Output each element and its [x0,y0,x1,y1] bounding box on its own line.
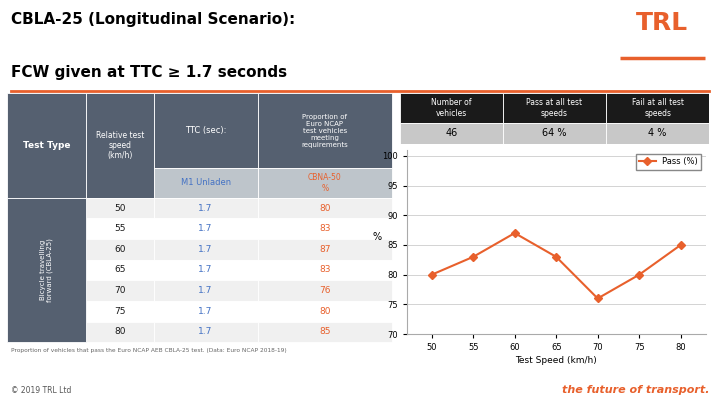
Bar [153,218,258,239]
Text: 64 %: 64 % [542,128,567,138]
Bar [258,239,392,260]
Bar [86,260,153,280]
Bar [258,322,392,342]
Text: 46: 46 [445,128,457,138]
Bar [7,93,86,198]
Bar [153,93,258,168]
Text: 1.7: 1.7 [199,266,213,275]
Bar [86,301,153,322]
Bar [153,260,258,280]
Text: Pass at all test
speeds: Pass at all test speeds [526,98,582,117]
Bar [7,280,86,301]
Bar [606,122,709,144]
Text: 83: 83 [319,266,330,275]
Text: 60: 60 [114,245,125,254]
Bar [7,239,86,260]
Bar [153,198,258,218]
X-axis label: Test Speed (km/h): Test Speed (km/h) [516,356,597,365]
Bar [258,301,392,322]
Text: TRL: TRL [636,11,688,35]
Text: the future of transport.: the future of transport. [562,385,709,395]
Bar [258,168,392,198]
Text: Proportion of
Euro NCAP
test vehicles
meeting
requirements: Proportion of Euro NCAP test vehicles me… [302,113,348,147]
Bar [153,239,258,260]
Text: Number of
vehicles: Number of vehicles [431,98,472,117]
Bar [86,218,153,239]
Bar [153,301,258,322]
Text: 1.7: 1.7 [199,224,213,233]
Text: M1 Unladen: M1 Unladen [181,178,230,188]
Text: Bicycle travelling
forward (CBLA-25): Bicycle travelling forward (CBLA-25) [40,238,53,302]
Text: Relative test
speed
(km/h): Relative test speed (km/h) [96,130,144,160]
Text: 65: 65 [114,266,125,275]
Bar [400,93,503,122]
Bar [7,301,86,322]
Text: 75: 75 [114,307,125,316]
Bar [86,280,153,301]
Bar [400,122,503,144]
Bar [153,322,258,342]
Bar [86,239,153,260]
Text: TTC (sec):: TTC (sec): [185,126,226,135]
Text: 1.7: 1.7 [199,327,213,337]
Bar [153,280,258,301]
Bar [606,93,709,122]
Text: 1.7: 1.7 [199,204,213,213]
Text: FCW given at TTC ≥ 1.7 seconds: FCW given at TTC ≥ 1.7 seconds [11,65,287,80]
Text: 1.7: 1.7 [199,307,213,316]
Bar [86,93,153,198]
Text: 80: 80 [319,307,330,316]
Bar [7,218,86,239]
Bar [7,260,86,280]
Text: 4 %: 4 % [649,128,667,138]
Text: 80: 80 [319,204,330,213]
Text: 55: 55 [114,224,125,233]
Text: Test Type: Test Type [23,141,71,150]
Text: CBNA-50
%: CBNA-50 % [308,173,342,192]
Bar [258,280,392,301]
Bar [7,322,86,342]
Bar [503,122,606,144]
Bar [258,260,392,280]
Text: 83: 83 [319,224,330,233]
Bar [7,198,86,218]
Bar [258,198,392,218]
Text: © 2019 TRL Ltd: © 2019 TRL Ltd [11,386,71,395]
Text: 85: 85 [319,327,330,337]
Y-axis label: %: % [372,232,382,242]
Text: 87: 87 [319,245,330,254]
Bar [86,322,153,342]
Bar [503,93,606,122]
Text: Proportion of vehicles that pass the Euro NCAP AEB CBLA-25 test. (Data: Euro NCA: Proportion of vehicles that pass the Eur… [11,348,287,353]
Text: 76: 76 [319,286,330,295]
Text: CBLA-25 (Longitudinal Scenario):: CBLA-25 (Longitudinal Scenario): [11,12,295,27]
Text: 70: 70 [114,286,125,295]
Bar [258,218,392,239]
Text: Fail at all test
speeds: Fail at all test speeds [631,98,683,117]
Legend: Pass (%): Pass (%) [636,154,701,170]
Text: 50: 50 [114,204,125,213]
Text: 1.7: 1.7 [199,286,213,295]
Text: 80: 80 [114,327,125,337]
Bar [7,198,86,342]
Bar [258,93,392,168]
Bar [153,168,258,198]
Bar [86,198,153,218]
Text: 1.7: 1.7 [199,245,213,254]
